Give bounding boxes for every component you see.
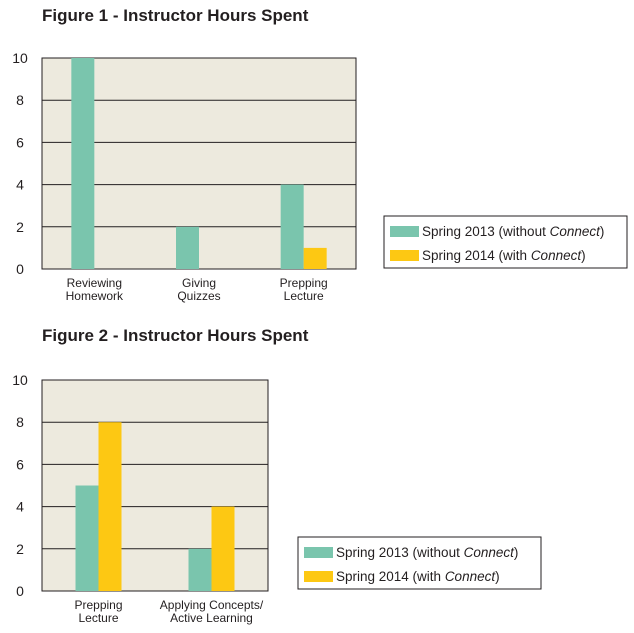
x-category-label: Applying Concepts/Active Learning xyxy=(160,598,264,625)
y-tick-label: 4 xyxy=(16,499,24,515)
x-category-label: Reviewing Homework xyxy=(66,276,124,303)
legend-swatch xyxy=(304,547,333,558)
x-category-label: Prepping Lecture xyxy=(74,598,122,625)
y-tick-label: 8 xyxy=(16,414,24,430)
legend-label: Spring 2014 (with Connect) xyxy=(336,569,500,584)
bar xyxy=(71,58,95,269)
chart-1: 0 2 4 6 8 10 Reviewing Homework Giving Quizzes Pre… xyxy=(12,50,628,303)
legend-box xyxy=(297,536,542,590)
chart-2: 0 2 4 6 8 10 Prepping Lecture Applying Concepts/… xyxy=(12,372,542,625)
bar xyxy=(280,184,304,269)
legend-swatch xyxy=(390,250,419,261)
bar xyxy=(176,226,199,269)
bar xyxy=(98,422,122,591)
legend-swatch xyxy=(390,226,419,237)
legend: Spring 2013 (without Connect) Spring 2014… xyxy=(297,536,542,590)
figure-1-title: Figure 1 - Instructor Hours Spent xyxy=(42,6,309,25)
legend-label: Spring 2014 (with Connect) xyxy=(422,248,586,263)
legend-label: Spring 2013 (without Connect) xyxy=(336,545,518,560)
y-tick-label: 0 xyxy=(16,261,24,277)
y-tick-label: 10 xyxy=(12,372,28,388)
y-tick-label: 2 xyxy=(16,219,24,235)
figure-2-title: Figure 2 - Instructor Hours Spent xyxy=(42,326,309,345)
plot-border xyxy=(41,379,269,592)
legend-box xyxy=(383,215,628,269)
bar xyxy=(211,506,235,591)
bar xyxy=(303,247,327,269)
legend-swatch xyxy=(304,571,333,582)
x-category-label: Prepping Lecture xyxy=(280,276,328,303)
y-tick-label: 8 xyxy=(16,92,24,108)
y-tick-label: 6 xyxy=(16,134,24,150)
y-tick-label: 0 xyxy=(16,583,24,599)
bar xyxy=(188,548,212,591)
bar xyxy=(75,485,99,591)
y-tick-label: 10 xyxy=(12,50,28,66)
y-tick-label: 6 xyxy=(16,456,24,472)
y-tick-label: 2 xyxy=(16,541,24,557)
y-tick-label: 4 xyxy=(16,177,24,193)
legend: Spring 2013 (without Connect) Spring 2014… xyxy=(383,215,628,269)
legend-label: Spring 2013 (without Connect) xyxy=(422,224,604,239)
x-category-label: Giving Quizzes xyxy=(177,276,220,303)
